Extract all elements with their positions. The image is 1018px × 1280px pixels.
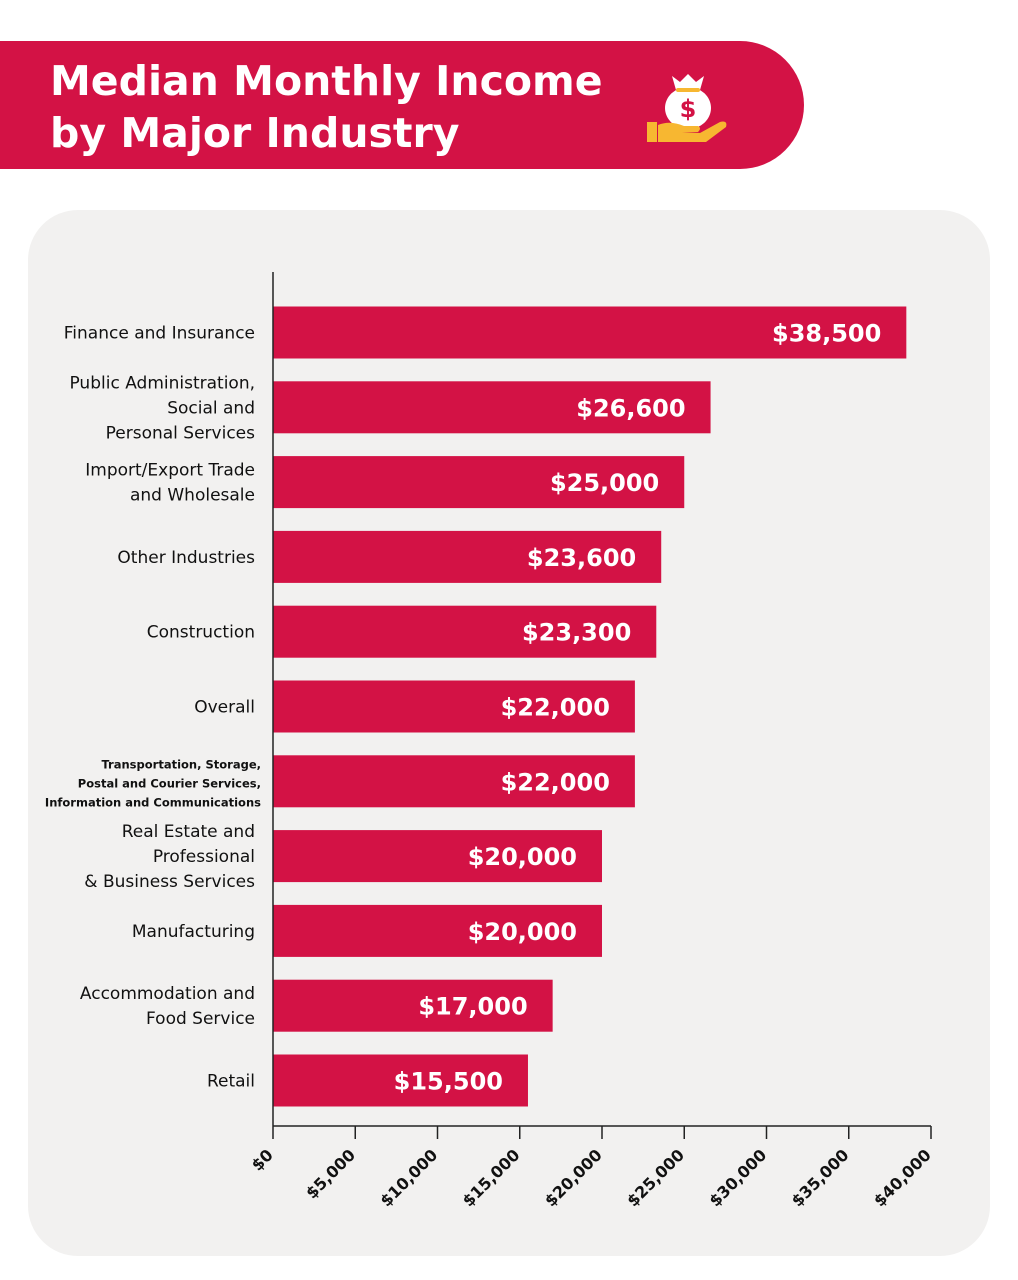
bar-2 bbox=[273, 456, 685, 509]
x-tick-label-6: $30,000 bbox=[705, 1145, 770, 1210]
chart-title: Median Monthly Income by Major Industry bbox=[50, 57, 603, 157]
category-label-3: Other Industries bbox=[117, 548, 255, 568]
data-label-4: $23,300 bbox=[522, 619, 631, 647]
x-tick-label-1: $5,000 bbox=[302, 1145, 359, 1202]
bar-3 bbox=[273, 530, 662, 583]
data-label-1: $26,600 bbox=[576, 394, 685, 422]
x-tick-label-3: $15,000 bbox=[459, 1145, 524, 1210]
category-label-6: Transportation, Storage, Postal and Couri… bbox=[45, 757, 261, 809]
x-tick-label-2: $10,000 bbox=[376, 1145, 441, 1210]
category-label-5: Overall bbox=[194, 698, 255, 718]
bar-5 bbox=[273, 680, 635, 733]
data-label-7: $20,000 bbox=[468, 843, 577, 871]
data-label-3: $23,600 bbox=[527, 544, 636, 572]
category-label-10: Retail bbox=[207, 1072, 255, 1092]
data-label-0: $38,500 bbox=[772, 320, 881, 348]
data-label-5: $22,000 bbox=[501, 694, 610, 722]
data-label-2: $25,000 bbox=[550, 469, 659, 497]
category-label-7: Real Estate and Professional & Business Se… bbox=[84, 822, 255, 892]
bar-7 bbox=[273, 830, 602, 883]
category-label-1: Public Administration, Social and Personal… bbox=[69, 373, 255, 443]
x-tick-label-0: $0 bbox=[248, 1145, 277, 1174]
data-label-8: $20,000 bbox=[468, 918, 577, 946]
svg-text:$: $ bbox=[680, 95, 697, 123]
x-tick-label-8: $40,000 bbox=[870, 1145, 935, 1210]
bar-9 bbox=[273, 979, 553, 1032]
bar-6 bbox=[273, 755, 635, 808]
category-label-2: Import/Export Trade and Wholesale bbox=[85, 461, 255, 506]
category-label-4: Construction bbox=[147, 623, 255, 643]
bar-1 bbox=[273, 381, 711, 434]
bar-8 bbox=[273, 904, 602, 957]
category-label-9: Accommodation and Food Service bbox=[80, 984, 255, 1029]
category-label-0: Finance and Insurance bbox=[64, 324, 255, 344]
bar-0 bbox=[273, 306, 907, 359]
bar-10 bbox=[273, 1054, 528, 1107]
category-label-8: Manufacturing bbox=[132, 922, 255, 942]
x-tick-label-7: $35,000 bbox=[788, 1145, 853, 1210]
data-label-9: $17,000 bbox=[418, 993, 527, 1021]
x-tick-label-5: $25,000 bbox=[623, 1145, 688, 1210]
data-label-10: $15,500 bbox=[394, 1068, 503, 1096]
money-bag-hand-icon: $ bbox=[647, 74, 727, 142]
x-tick-label-4: $20,000 bbox=[541, 1145, 606, 1210]
bar-4 bbox=[273, 605, 657, 658]
data-label-6: $22,000 bbox=[501, 768, 610, 796]
